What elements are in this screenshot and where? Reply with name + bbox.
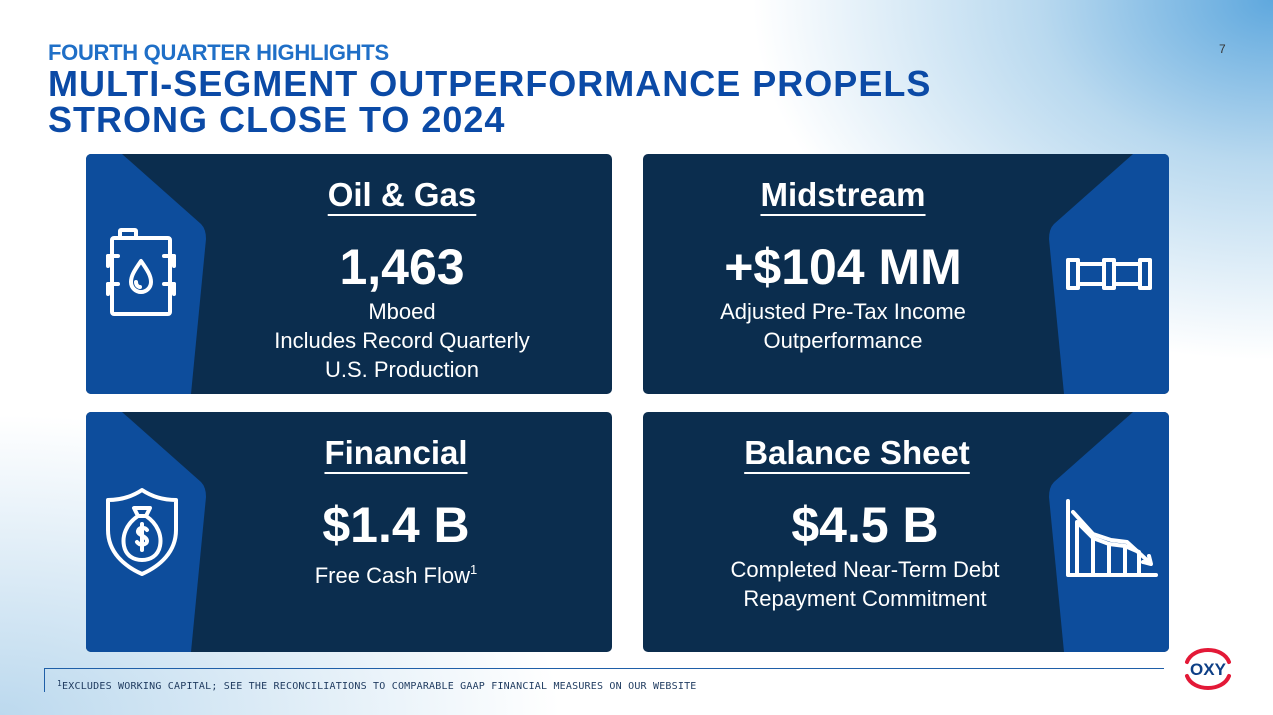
card-title: Oil & Gas — [327, 176, 477, 213]
card-description: Free Cash Flow1 — [315, 555, 478, 590]
card-description: Adjusted Pre-Tax Income Outperformance — [720, 297, 966, 355]
card-description: Mboed Includes Record Quarterly U.S. Pro… — [274, 297, 530, 384]
card-balance-sheet: Balance Sheet $4.5 B Completed Near-Term… — [643, 412, 1169, 652]
card-accent-panel — [1049, 412, 1169, 652]
card-metric: 1,463 — [339, 239, 465, 295]
money-bag-shield-icon — [106, 488, 178, 576]
card-description: Completed Near-Term Debt Repayment Commi… — [731, 555, 1000, 613]
footnote: 1EXCLUDES WORKING CAPITAL; SEE THE RECON… — [57, 679, 697, 692]
slide-title: MULTI-SEGMENT OUTPERFORMANCE PROPELS STR… — [48, 66, 931, 138]
desc-line: Free Cash Flow1 — [315, 555, 478, 590]
pipeline-icon — [1066, 258, 1152, 290]
card-metric: $1.4 B — [322, 497, 470, 553]
desc-line: Adjusted Pre-Tax Income — [720, 299, 966, 324]
desc-line: Repayment Commitment — [743, 586, 987, 611]
footnote-number: 1 — [57, 679, 63, 688]
page-number: 7 — [1219, 42, 1226, 56]
desc-line: U.S. Production — [324, 357, 480, 382]
card-metric: $4.5 B — [791, 497, 939, 553]
card-midstream: Midstream +$104 MM Adjusted Pre-Tax Inco… — [643, 154, 1169, 394]
footer-divider — [44, 668, 1164, 669]
desc-line: Completed Near-Term Debt — [730, 557, 1000, 582]
card-metric: +$104 MM — [724, 239, 962, 295]
card-accent-panel — [1049, 154, 1169, 394]
oxy-logo: OXY — [1185, 648, 1231, 690]
declining-chart-icon — [1066, 499, 1158, 577]
desc-line: Outperformance — [763, 328, 923, 353]
card-oil-gas: Oil & Gas 1,463 Mboed Includes Record Qu… — [86, 154, 612, 394]
footnote-ref: 1 — [470, 562, 478, 577]
logo-text: OXY — [1190, 660, 1227, 679]
card-title: Midstream — [760, 176, 926, 213]
card-financial: Financial $1.4 B Free Cash Flow1 — [86, 412, 612, 652]
desc-text: Free Cash Flow — [314, 563, 471, 588]
slide-title-line-1: MULTI-SEGMENT OUTPERFORMANCE PROPELS — [48, 63, 932, 104]
desc-line: Mboed — [368, 299, 436, 324]
kicker: FOURTH QUARTER HIGHLIGHTS — [48, 40, 389, 65]
card-accent-panel — [86, 154, 206, 394]
desc-line: Includes Record Quarterly — [274, 328, 530, 353]
oil-barrel-icon — [106, 228, 176, 316]
card-title: Balance Sheet — [744, 434, 970, 471]
card-title: Financial — [324, 434, 468, 471]
card-accent-panel — [86, 412, 206, 652]
slide-title-line-2: STRONG CLOSE TO 2024 — [48, 99, 506, 140]
footer-divider-tick — [44, 668, 45, 692]
footnote-text: EXCLUDES WORKING CAPITAL; SEE THE RECONC… — [62, 681, 697, 692]
